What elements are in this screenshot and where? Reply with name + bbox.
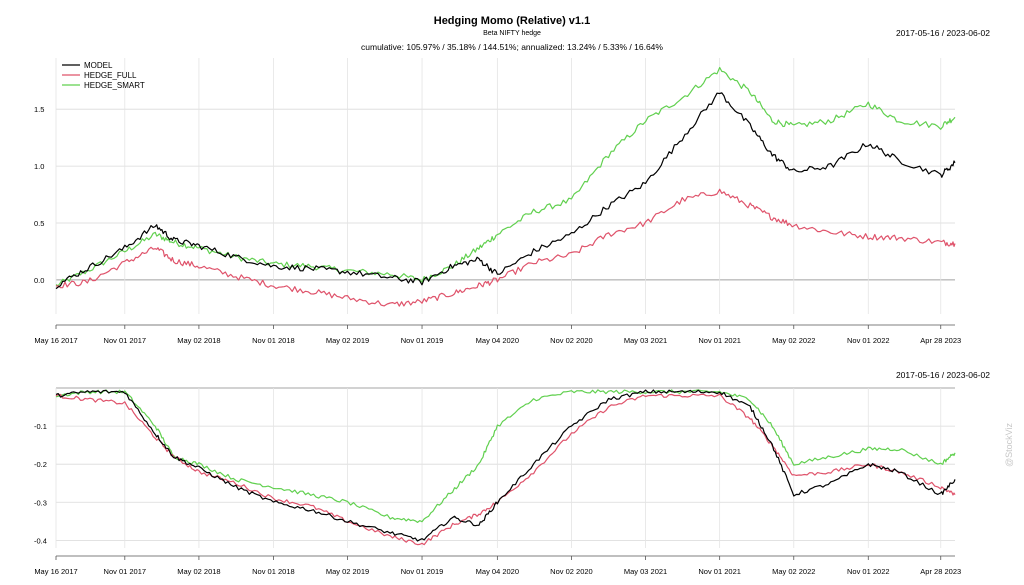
y-tick-label: 1.5 — [34, 105, 44, 114]
legend-label-hedge-full: HEDGE_FULL — [84, 71, 137, 80]
x-tick-label: Nov 02 2020 — [550, 336, 593, 345]
x-tick-label: Nov 01 2019 — [401, 336, 444, 345]
x-tick-label: Nov 01 2017 — [104, 336, 147, 345]
y-tick-label: -0.1 — [34, 422, 47, 431]
x-tick-label: May 16 2017 — [34, 567, 77, 576]
y-tick-label: 0.5 — [34, 219, 44, 228]
chart-title: Hedging Momo (Relative) v1.1 — [434, 15, 590, 27]
date-range-bottom: 2017-05-16 / 2023-06-02 — [896, 370, 990, 380]
date-range-top: 2017-05-16 / 2023-06-02 — [896, 28, 990, 38]
series-line-hedge-full — [55, 188, 956, 307]
x-tick-label: Nov 01 2021 — [698, 567, 741, 576]
legend-label-model: MODEL — [84, 61, 113, 70]
x-tick-label: May 02 2019 — [326, 567, 369, 576]
bottom-chart: -0.4 -0.3 -0.2 -0.1 May 16 2017 Nov 01 2017 Ma… — [34, 387, 961, 576]
x-tick-label: Nov 01 2021 — [698, 336, 741, 345]
watermark: @StockViz — [1004, 423, 1014, 467]
x-tick-label: Nov 01 2018 — [252, 567, 295, 576]
series-line-hedge-full — [55, 393, 956, 546]
chart-subtitle: Beta NIFTY hedge — [483, 30, 541, 37]
y-tick-label: -0.4 — [34, 536, 47, 545]
series-line-hedge-smart — [55, 66, 956, 287]
series-line-model — [55, 92, 956, 290]
x-tick-label: Nov 01 2022 — [847, 567, 890, 576]
y-tick-label: -0.2 — [34, 460, 47, 469]
x-tick-label: Apr 28 2023 — [920, 336, 961, 345]
x-tick-label: May 03 2021 — [624, 567, 667, 576]
x-tick-label: May 02 2019 — [326, 336, 369, 345]
x-tick-label: Nov 01 2022 — [847, 336, 890, 345]
series-line-model — [55, 389, 956, 542]
top-chart: 0.0 0.5 1.0 1.5 May 16 2017 Nov 01 2017 May 02… — [34, 58, 961, 345]
x-tick-label: May 02 2018 — [177, 336, 220, 345]
x-tick-label: May 03 2021 — [624, 336, 667, 345]
x-tick-label: May 02 2018 — [177, 567, 220, 576]
x-tick-label: Apr 28 2023 — [920, 567, 961, 576]
y-tick-label: 1.0 — [34, 162, 44, 171]
x-tick-label: May 04 2020 — [476, 567, 519, 576]
x-tick-label: Nov 01 2017 — [104, 567, 147, 576]
x-tick-label: Nov 01 2019 — [401, 567, 444, 576]
y-tick-label: 0.0 — [34, 276, 44, 285]
x-tick-label: Nov 01 2018 — [252, 336, 295, 345]
x-tick-label: May 02 2022 — [772, 336, 815, 345]
legend-label-hedge-smart: HEDGE_SMART — [84, 81, 145, 90]
x-tick-label: May 04 2020 — [476, 336, 519, 345]
stats-line: cumulative: 105.97% / 35.18% / 144.51%; … — [361, 42, 663, 52]
x-tick-label: May 16 2017 — [34, 336, 77, 345]
x-tick-label: May 02 2022 — [772, 567, 815, 576]
x-tick-label: Nov 02 2020 — [550, 567, 593, 576]
y-tick-label: -0.3 — [34, 498, 47, 507]
legend: MODEL HEDGE_FULL HEDGE_SMART — [62, 61, 145, 90]
